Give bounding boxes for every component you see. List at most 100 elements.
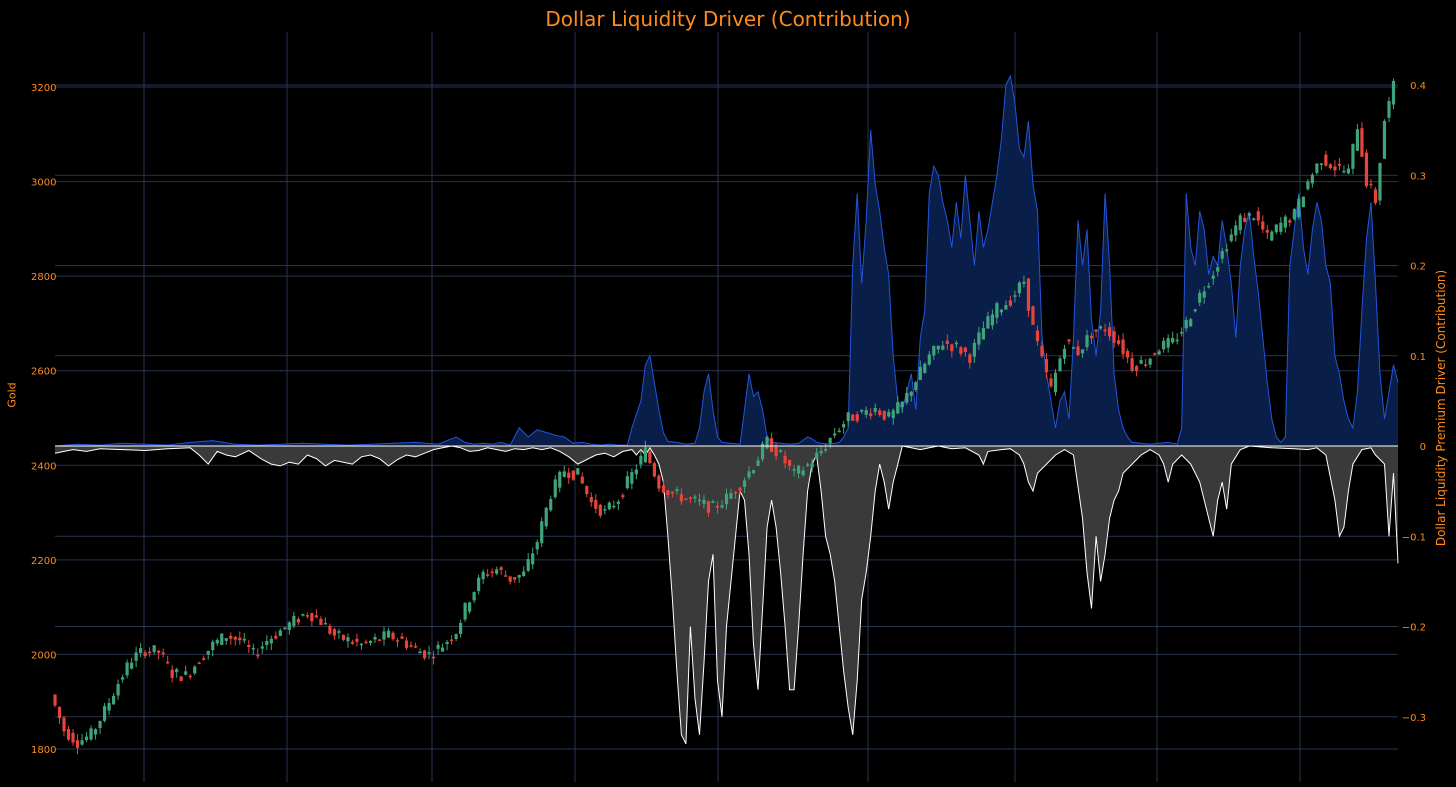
candle-body (783, 455, 787, 464)
candle-body (161, 652, 165, 655)
candle-body (247, 644, 251, 648)
candle-body (1315, 163, 1319, 173)
candle-body (260, 646, 264, 649)
candle-body (1153, 353, 1157, 355)
candle-body (400, 636, 404, 639)
candle-body (341, 634, 346, 640)
candle-body (769, 438, 774, 452)
candle-body (927, 354, 931, 365)
candle-body (377, 639, 382, 641)
candle-body (1148, 358, 1152, 365)
grid (55, 32, 1398, 782)
candle-body (715, 505, 720, 508)
candle-body (1292, 209, 1296, 220)
candle-body (166, 661, 170, 664)
candle-body (612, 505, 616, 508)
candle-body (139, 648, 143, 653)
candle-body (513, 577, 517, 580)
candle-body (486, 574, 490, 576)
candle-body (1337, 163, 1342, 166)
candle-body (229, 635, 233, 639)
candle-body (1175, 339, 1179, 342)
candle-body (57, 706, 62, 719)
candle-body (1085, 335, 1089, 348)
candle-body (148, 651, 152, 654)
candle-body (567, 472, 571, 479)
candle-body (684, 498, 688, 501)
candle-body (350, 641, 355, 644)
candle-body (116, 683, 120, 696)
candle-body (1234, 225, 1238, 236)
candle-body (549, 499, 553, 511)
candle-body (504, 575, 508, 577)
candle-body (607, 502, 611, 510)
candle-body (797, 465, 801, 474)
candle-body (729, 493, 733, 499)
candle-body (918, 366, 922, 381)
candle-body (1189, 319, 1193, 327)
candle-body (1067, 339, 1071, 342)
candle-body (576, 468, 580, 475)
candle-body (71, 732, 75, 743)
candle-body (75, 740, 80, 748)
candle-body (558, 471, 562, 488)
candle-body (170, 669, 174, 678)
candle-body (1062, 348, 1067, 359)
candle-body (900, 401, 904, 408)
candle-body (175, 669, 179, 673)
candle-body (625, 476, 629, 489)
candle-body (981, 328, 985, 340)
candle-body (1058, 358, 1062, 372)
candle-body (1139, 360, 1143, 364)
candle-body (711, 501, 715, 503)
candle-body (1144, 364, 1148, 366)
candle-body (427, 652, 431, 654)
candle-body (310, 613, 314, 622)
candle-body (522, 571, 526, 577)
candle-body (585, 485, 589, 494)
candle-body (1121, 339, 1125, 355)
driver-negative-line (54, 445, 1399, 745)
candle-body (1238, 215, 1242, 231)
left-tick-label: 2000 (31, 650, 56, 661)
candle-body (1157, 351, 1161, 355)
candle-body (1387, 101, 1391, 118)
candle-body (395, 640, 400, 642)
candle-body (1378, 163, 1382, 201)
candle-body (1031, 306, 1035, 325)
candle-body (972, 342, 976, 357)
candle-body (1103, 329, 1107, 332)
candle-body (359, 643, 364, 646)
candle-body (62, 717, 66, 732)
candle-body (855, 414, 859, 422)
candle-body (887, 411, 891, 417)
candle-body (1198, 292, 1202, 303)
candle-body (1098, 326, 1103, 329)
candle-body (936, 345, 940, 350)
candle-body (959, 347, 963, 354)
candle-body (688, 497, 693, 499)
right-tick-label: 0.2 (1410, 262, 1426, 273)
candle-body (1301, 196, 1305, 208)
candle-body (53, 694, 57, 706)
candle-body (125, 662, 129, 676)
candle-body (449, 639, 454, 642)
candle-body (828, 438, 832, 444)
candle-body (1008, 300, 1013, 306)
candle-body (211, 641, 215, 651)
candle-body (477, 577, 481, 592)
candle-body (963, 347, 967, 352)
candle-body (824, 448, 828, 451)
candle-body (454, 634, 458, 639)
candle-body (373, 637, 377, 640)
candle-body (233, 636, 237, 640)
candle-body (1216, 267, 1220, 272)
candle-body (968, 354, 972, 363)
candle-body (923, 363, 927, 373)
candle-body (215, 639, 219, 644)
candle-body (1071, 347, 1076, 349)
candle-body (679, 494, 684, 502)
candle-body (1319, 163, 1323, 165)
candle-body (337, 631, 341, 633)
candle-body (864, 410, 868, 415)
